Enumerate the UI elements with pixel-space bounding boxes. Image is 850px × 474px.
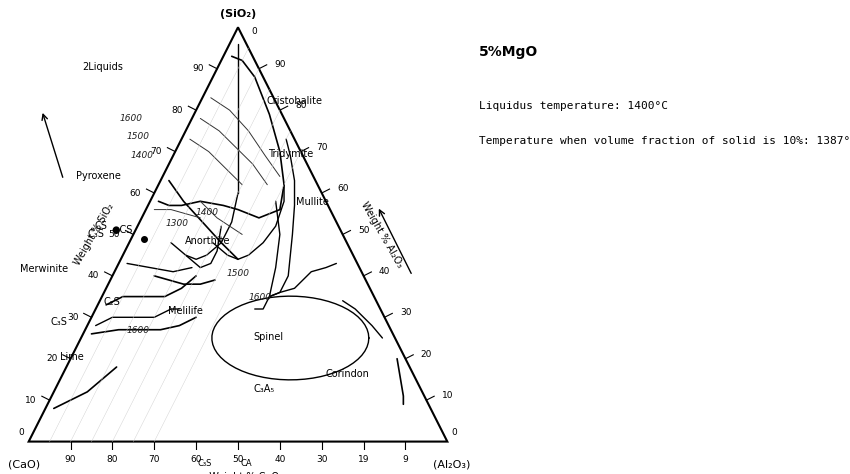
- Text: Anorthite: Anorthite: [184, 236, 230, 246]
- Text: 60: 60: [337, 184, 348, 193]
- Text: 50: 50: [109, 230, 120, 239]
- Text: 30: 30: [400, 309, 411, 318]
- Text: 70: 70: [150, 147, 162, 156]
- Text: 40%: 1320°C: 40%: 1320°C: [479, 206, 850, 216]
- Text: 1600: 1600: [120, 114, 143, 123]
- Text: Weight % Al₂O₃: Weight % Al₂O₃: [359, 200, 405, 269]
- Text: 70: 70: [149, 455, 160, 464]
- Text: 1400: 1400: [131, 152, 154, 160]
- Text: 50: 50: [358, 226, 370, 235]
- Text: C₃S: C₃S: [51, 317, 68, 327]
- Text: CS: CS: [94, 221, 107, 231]
- Text: (SiO₂): (SiO₂): [220, 9, 256, 18]
- Text: 90: 90: [192, 64, 204, 73]
- Text: 70: 70: [316, 143, 327, 152]
- Text: C₃S: C₃S: [197, 459, 212, 468]
- Text: 80: 80: [172, 106, 183, 115]
- Text: Liquidus temperature: 1400°C: Liquidus temperature: 1400°C: [479, 101, 667, 111]
- Text: 80: 80: [295, 101, 307, 110]
- Text: Spinel: Spinel: [253, 332, 284, 342]
- Text: Temperature when volume fraction of solid is 10%: 1387°C: Temperature when volume fraction of soli…: [479, 137, 850, 146]
- Text: C₃S: C₃S: [88, 229, 105, 239]
- Text: 20: 20: [46, 354, 58, 363]
- Text: Corindon: Corindon: [325, 369, 369, 379]
- Text: Lime: Lime: [60, 352, 84, 362]
- Text: CA: CA: [241, 459, 252, 468]
- Text: C₃A₅: C₃A₅: [253, 384, 275, 394]
- Text: 10: 10: [25, 396, 37, 405]
- Text: 20%: 1370°C: 20%: 1370°C: [479, 171, 850, 181]
- Text: 50: 50: [232, 455, 244, 464]
- Text: C₂S: C₂S: [103, 297, 120, 307]
- Text: 30: 30: [67, 313, 78, 322]
- Text: 80: 80: [106, 455, 118, 464]
- Text: Weight % SiO₂: Weight % SiO₂: [72, 202, 116, 267]
- Text: 1500: 1500: [226, 269, 250, 278]
- Text: 20: 20: [421, 350, 432, 359]
- Text: 30: 30: [316, 455, 327, 464]
- Text: 60: 60: [190, 455, 202, 464]
- Text: ← Weight % CaO: ← Weight % CaO: [197, 472, 279, 474]
- Text: 1300: 1300: [166, 219, 189, 228]
- Text: 1600: 1600: [126, 326, 150, 335]
- Text: 0: 0: [19, 428, 25, 437]
- Text: 19: 19: [358, 455, 370, 464]
- Text: 1500: 1500: [126, 132, 150, 141]
- Text: 1600: 1600: [248, 293, 271, 302]
- Text: 10: 10: [442, 392, 453, 400]
- Text: 1400: 1400: [196, 208, 219, 217]
- Text: Mullite: Mullite: [296, 197, 329, 207]
- Text: (Al₂O₃): (Al₂O₃): [433, 459, 470, 469]
- Text: (CaO): (CaO): [8, 459, 41, 469]
- Text: Merwinite: Merwinite: [20, 264, 68, 274]
- Text: Tridymite: Tridymite: [268, 149, 313, 159]
- Text: 40: 40: [88, 272, 99, 280]
- Text: 40: 40: [379, 267, 390, 276]
- Text: 60: 60: [130, 189, 141, 198]
- Text: Pyroxene: Pyroxene: [76, 171, 121, 181]
- Text: 0: 0: [451, 428, 457, 437]
- Text: 90: 90: [275, 60, 286, 69]
- Text: 5%MgO: 5%MgO: [479, 45, 538, 59]
- Text: Cristobalite: Cristobalite: [267, 96, 323, 107]
- Text: 2Liquids: 2Liquids: [82, 62, 123, 72]
- Text: 0: 0: [251, 27, 257, 36]
- Text: 9: 9: [403, 455, 408, 464]
- Text: Melilife: Melilife: [168, 306, 203, 316]
- Text: 40: 40: [275, 455, 286, 464]
- Text: 90: 90: [65, 455, 76, 464]
- Text: ●CS: ●CS: [111, 225, 133, 235]
